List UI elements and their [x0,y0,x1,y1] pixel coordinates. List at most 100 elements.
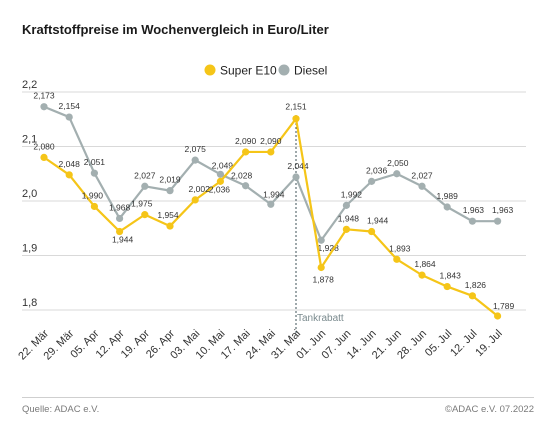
data-point [317,236,325,244]
data-label: 1,975 [131,199,153,209]
data-label: 2,048 [59,159,81,169]
data-point [418,182,426,190]
data-point [342,201,350,209]
y-tick-label: 2,0 [22,188,37,200]
data-point [494,312,502,320]
data-label: 2,036 [366,165,388,175]
data-point [393,170,401,178]
y-axis: 2,2 2,1 2,0 1,9 1,8 [22,79,37,309]
data-point [443,203,451,211]
data-point [191,156,199,164]
data-point [317,263,325,272]
data-point [468,217,476,225]
data-label: 1,963 [492,205,514,215]
data-point [65,171,73,179]
data-label: 1,990 [82,190,104,200]
data-point [242,148,250,156]
data-point [494,217,502,225]
data-point [393,255,401,263]
data-label: 1,878 [313,274,335,284]
data-point [242,182,250,190]
annotation-label: Tankrabatt [297,313,344,324]
data-label: 1,928 [318,243,340,253]
data-label: 1,954 [157,210,179,220]
data-point [65,113,73,121]
data-point [116,214,124,223]
data-point [90,202,98,211]
copyright-note: ©ADAC e.V. 07.2022 [444,404,534,415]
x-tick-label: 12. Jul [448,328,479,359]
legend-label-super-e10: Super E10 [220,64,277,78]
data-label: 1,992 [341,189,363,199]
data-label: 2,044 [287,161,309,171]
data-label: 1,843 [440,271,462,281]
data-label: 1,963 [463,205,485,215]
data-point [216,170,224,178]
source-note: Quelle: ADAC e.V. [22,404,100,415]
data-label: 1,944 [367,216,389,226]
x-tick-label: 05. Jul [423,328,454,359]
data-label: 1,893 [389,243,411,253]
data-label: 1,968 [109,202,131,212]
chart-title: Kraftstoffpreise im Wochenvergleich in E… [22,22,329,37]
data-point [40,103,48,111]
data-point [292,173,300,181]
data-label: 1,948 [338,213,360,223]
legend: Super E10 Diesel [204,64,327,78]
data-point [368,177,376,185]
annotations: Tankrabatt [295,115,344,334]
data-point [141,182,149,190]
y-tick-label: 2,1 [22,134,37,146]
data-point [166,222,174,230]
data-label: 2,002 [189,184,211,194]
data-label: 1,944 [112,235,134,245]
x-tick-label: 19. Jul [473,328,504,359]
data-point [191,196,199,204]
data-point [342,225,350,233]
y-tick-label: 2,2 [22,79,37,91]
data-point [216,177,224,185]
data-point [267,200,275,208]
y-tick-label: 1,8 [22,297,37,309]
data-label: 2,051 [84,157,106,167]
data-point [141,211,149,219]
data-label: 2,028 [231,171,253,181]
data-point [443,282,451,291]
data-label: 2,090 [235,136,257,146]
legend-marker-diesel [278,64,290,76]
data-label: 2,019 [159,175,181,185]
data-point [292,115,300,123]
data-label: 2,075 [185,144,207,154]
data-label: 2,027 [134,170,156,180]
data-point [368,227,376,236]
data-label: 2,080 [33,141,55,151]
data-point [418,271,426,279]
y-tick-label: 1,9 [22,243,37,255]
data-label: 1,989 [437,191,459,201]
data-label: 1,789 [493,301,515,311]
data-label: 2,151 [285,102,307,112]
data-point [40,153,48,161]
data-point [116,227,124,236]
data-label: 2,154 [59,101,81,111]
legend-marker-super-e10 [204,64,216,76]
data-label: 1,826 [465,280,487,290]
data-label: 2,173 [33,91,55,101]
series-line [43,117,499,317]
data-label: 2,027 [411,170,433,180]
data-point [267,148,275,156]
data-label: 2,090 [260,136,282,146]
data-label: 2,049 [212,160,234,170]
data-label: 1,994 [263,189,285,199]
data-label: 2,036 [209,184,231,194]
series-super-e10: 2,0802,0481,9901,9441,9751,9542,0022,036… [33,102,515,320]
data-point [166,187,174,195]
data-point [90,169,98,177]
legend-label-diesel: Diesel [294,64,327,78]
data-point [468,292,476,300]
data-label: 2,050 [387,158,409,168]
